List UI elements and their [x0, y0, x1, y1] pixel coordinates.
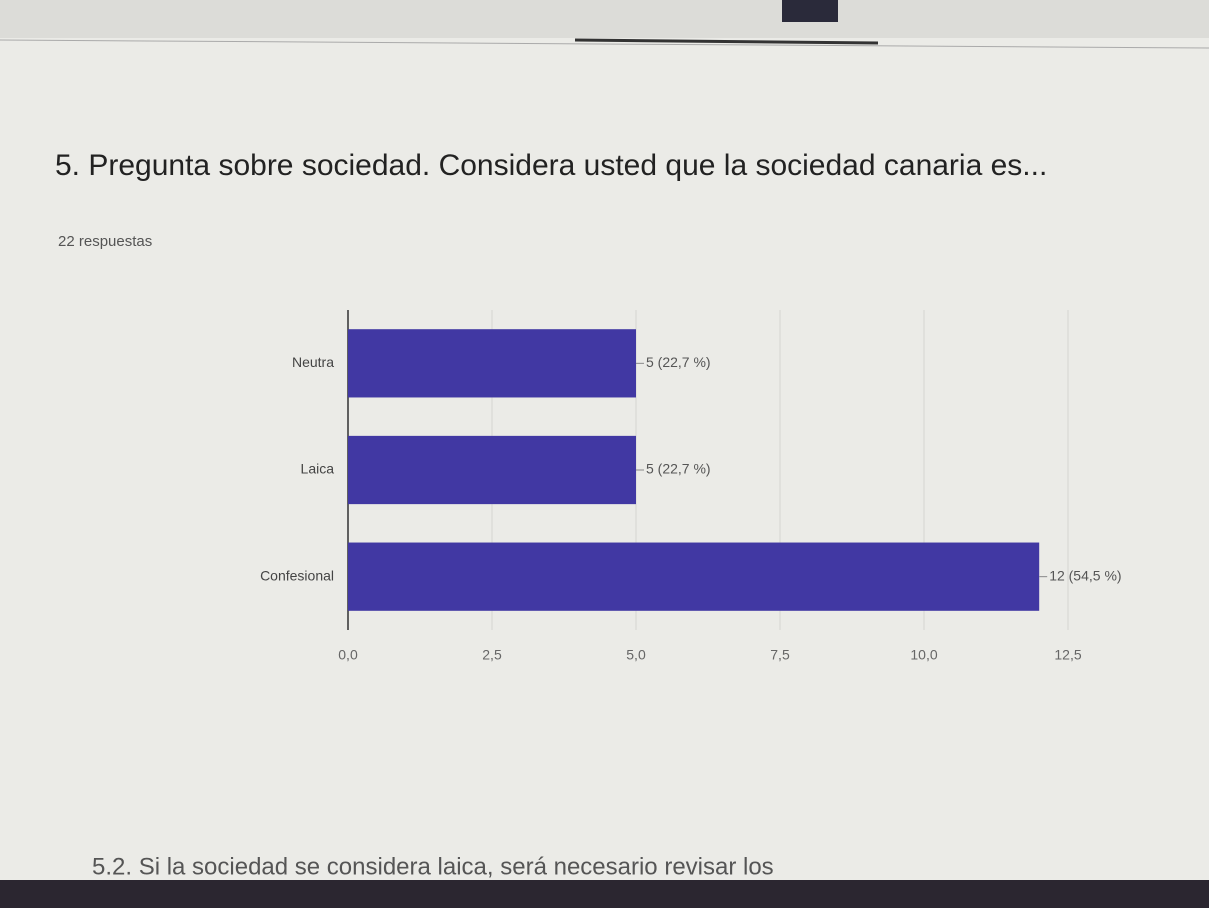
- bar: [348, 329, 636, 397]
- bar: [348, 543, 1039, 611]
- x-tick-label: 7,5: [770, 647, 790, 663]
- taskbar: [0, 880, 1209, 908]
- chart-subtitle: 22 respuestas: [58, 233, 152, 250]
- x-tick-label: 10,0: [910, 647, 937, 663]
- x-tick-label: 5,0: [626, 647, 646, 663]
- page: 5. Pregunta sobre sociedad. Considera us…: [0, 0, 1209, 908]
- x-tick-label: 12,5: [1054, 647, 1081, 663]
- top-icon: [782, 0, 838, 22]
- y-tick-label: Neutra: [292, 354, 334, 370]
- y-tick-label: Confesional: [260, 567, 334, 583]
- top-bar: [0, 0, 1209, 38]
- bar: [348, 436, 636, 504]
- y-tick-label: Laica: [301, 461, 335, 477]
- x-tick-label: 2,5: [482, 647, 502, 663]
- value-label: 5 (22,7 %): [646, 354, 711, 370]
- chart-title: 5. Pregunta sobre sociedad. Considera us…: [55, 145, 1115, 187]
- chart: 5. Pregunta sobre sociedad. Considera us…: [0, 0, 1209, 908]
- title-box: 5. Pregunta sobre sociedad. Considera us…: [55, 145, 1115, 235]
- value-label: 5 (22,7 %): [646, 461, 711, 477]
- value-label: 12 (54,5 %): [1049, 567, 1121, 583]
- x-tick-label: 0,0: [338, 647, 358, 663]
- next-question: 5.2. Si la sociedad se considera laica, …: [92, 853, 774, 880]
